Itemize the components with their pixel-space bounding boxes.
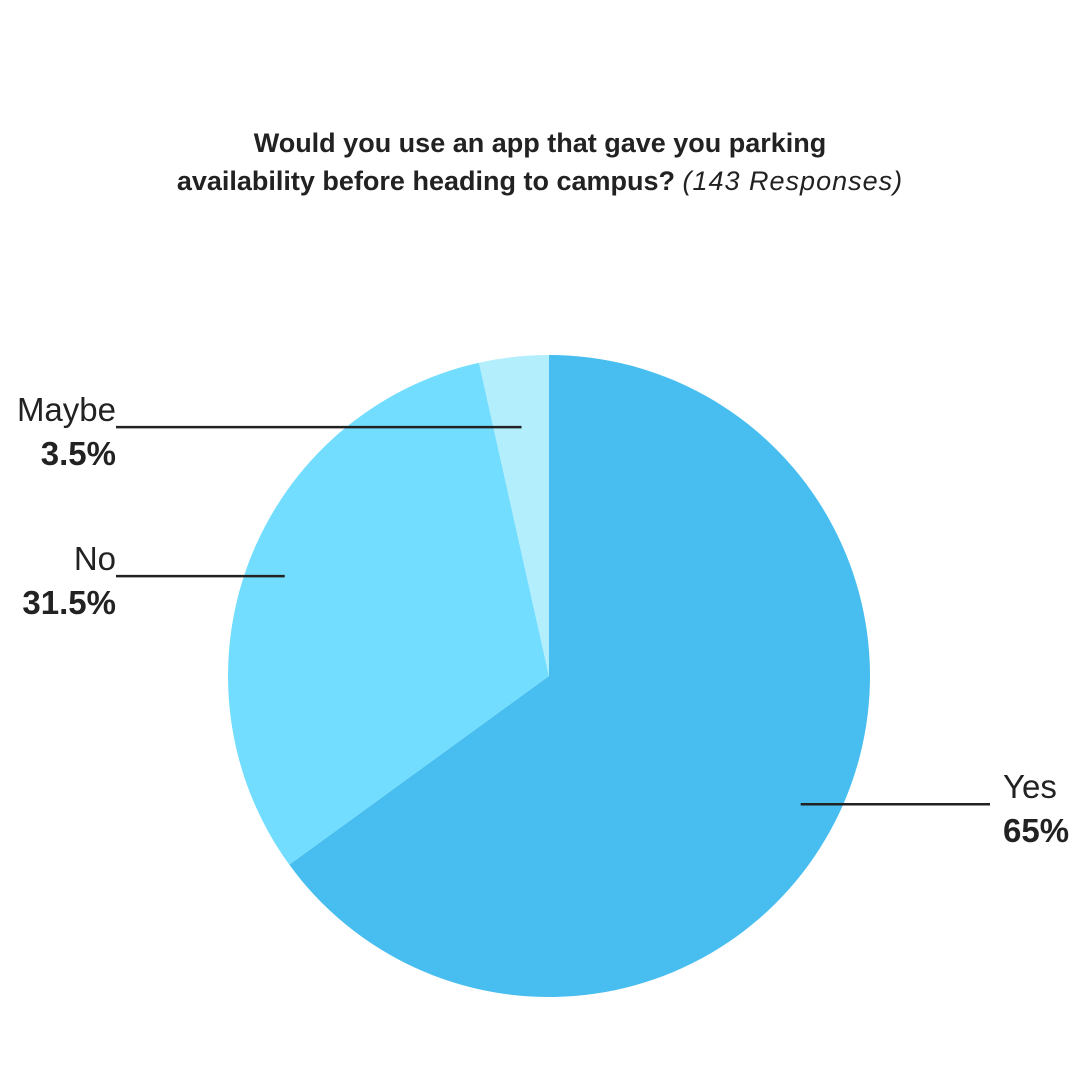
- pie-slice-maybe: [478, 355, 549, 676]
- chart-title-line1: Would you use an app that gave you parki…: [253, 128, 827, 158]
- chart-title-line2: availability before heading to campus?: [176, 166, 675, 196]
- slice-value-yes: 65%: [1003, 812, 1069, 849]
- pie-slices: [227, 355, 870, 998]
- slice-value-no: 31.5%: [22, 584, 116, 621]
- chart-subtitle: (143 Responses): [682, 166, 904, 196]
- slice-value-maybe: 3.5%: [41, 435, 116, 472]
- leader-lines: [116, 425, 990, 806]
- slice-label-no: No: [74, 540, 116, 577]
- pie-slice-yes: [289, 355, 870, 998]
- slice-label-yes: Yes: [1003, 768, 1057, 805]
- pie-slice-no: [227, 362, 549, 865]
- slice-labels: Yes 65% No 31.5% Maybe 3.5%: [17, 391, 1069, 849]
- slice-label-maybe: Maybe: [17, 391, 116, 428]
- chart-title: Would you use an app that gave you parki…: [0, 124, 1080, 200]
